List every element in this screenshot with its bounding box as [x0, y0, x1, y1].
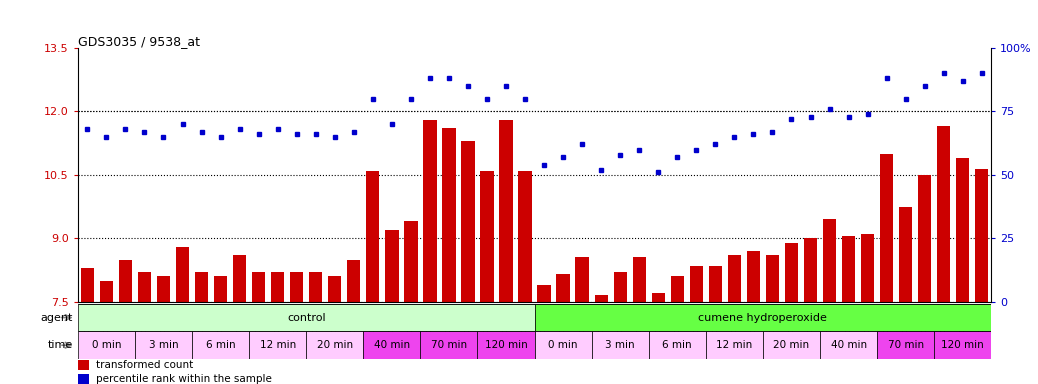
Bar [766, 255, 780, 302]
Text: 12 min: 12 min [260, 340, 296, 350]
Bar [538, 285, 551, 302]
Text: 20 min: 20 min [317, 340, 353, 350]
Text: 6 min: 6 min [662, 340, 692, 350]
Bar [706, 331, 763, 359]
Bar [595, 295, 608, 302]
Bar [309, 272, 323, 302]
Bar [877, 331, 934, 359]
Bar [899, 207, 912, 302]
Bar [477, 331, 535, 359]
Bar [195, 272, 209, 302]
Bar [78, 331, 135, 359]
Bar [649, 331, 706, 359]
Bar [135, 331, 192, 359]
Bar [118, 260, 132, 302]
Bar [78, 304, 535, 331]
Text: 70 min: 70 min [887, 340, 924, 350]
Bar [306, 331, 363, 359]
Bar [385, 230, 399, 302]
Bar [290, 272, 303, 302]
Bar [347, 260, 360, 302]
Text: 0 min: 0 min [91, 340, 121, 350]
Bar [420, 331, 477, 359]
Bar [271, 272, 284, 302]
Bar [820, 331, 877, 359]
Bar [934, 331, 991, 359]
Bar [823, 219, 837, 302]
Bar [81, 268, 94, 302]
Bar [233, 255, 246, 302]
Bar [956, 158, 969, 302]
Bar [785, 243, 798, 302]
Bar [461, 141, 474, 302]
Bar [880, 154, 894, 302]
Bar [575, 257, 589, 302]
Bar [138, 272, 152, 302]
Bar [366, 170, 380, 302]
Bar [632, 257, 646, 302]
Bar [975, 169, 988, 302]
Bar [535, 304, 991, 331]
Bar [535, 331, 592, 359]
Text: 20 min: 20 min [773, 340, 810, 350]
Bar [689, 266, 703, 302]
Bar [728, 255, 741, 302]
Bar [556, 274, 570, 302]
Bar [518, 170, 531, 302]
Bar [861, 234, 874, 302]
Text: 120 min: 120 min [485, 340, 527, 350]
Bar [709, 266, 722, 302]
Bar [157, 276, 170, 302]
Text: 0 min: 0 min [548, 340, 578, 350]
Bar [652, 293, 665, 302]
Bar [252, 272, 266, 302]
Bar [592, 331, 649, 359]
Text: time: time [48, 340, 73, 350]
Bar [328, 276, 342, 302]
Text: percentile rank within the sample: percentile rank within the sample [97, 374, 272, 384]
Text: agent: agent [40, 313, 73, 323]
Text: GDS3035 / 9538_at: GDS3035 / 9538_at [78, 35, 200, 48]
Bar [842, 236, 855, 302]
Bar [192, 331, 249, 359]
Bar [481, 170, 494, 302]
Bar [671, 276, 684, 302]
Bar [214, 276, 227, 302]
Bar [363, 331, 420, 359]
Text: 120 min: 120 min [941, 340, 984, 350]
Text: cumene hydroperoxide: cumene hydroperoxide [699, 313, 827, 323]
Text: 12 min: 12 min [716, 340, 753, 350]
Bar [175, 247, 189, 302]
Bar [499, 120, 513, 302]
Bar [424, 120, 437, 302]
Text: 40 min: 40 min [830, 340, 867, 350]
Bar [746, 251, 760, 302]
Text: 40 min: 40 min [374, 340, 410, 350]
Text: 3 min: 3 min [605, 340, 635, 350]
Bar [404, 222, 417, 302]
Bar [249, 331, 306, 359]
Bar [918, 175, 931, 302]
Bar [78, 374, 89, 384]
Text: 6 min: 6 min [206, 340, 236, 350]
Bar [803, 238, 817, 302]
Text: transformed count: transformed count [97, 360, 193, 370]
Bar [763, 331, 820, 359]
Bar [937, 126, 951, 302]
Text: 3 min: 3 min [148, 340, 179, 350]
Bar [100, 281, 113, 302]
Text: 70 min: 70 min [431, 340, 467, 350]
Bar [613, 272, 627, 302]
Bar [78, 360, 89, 370]
Bar [442, 128, 456, 302]
Text: control: control [286, 313, 326, 323]
